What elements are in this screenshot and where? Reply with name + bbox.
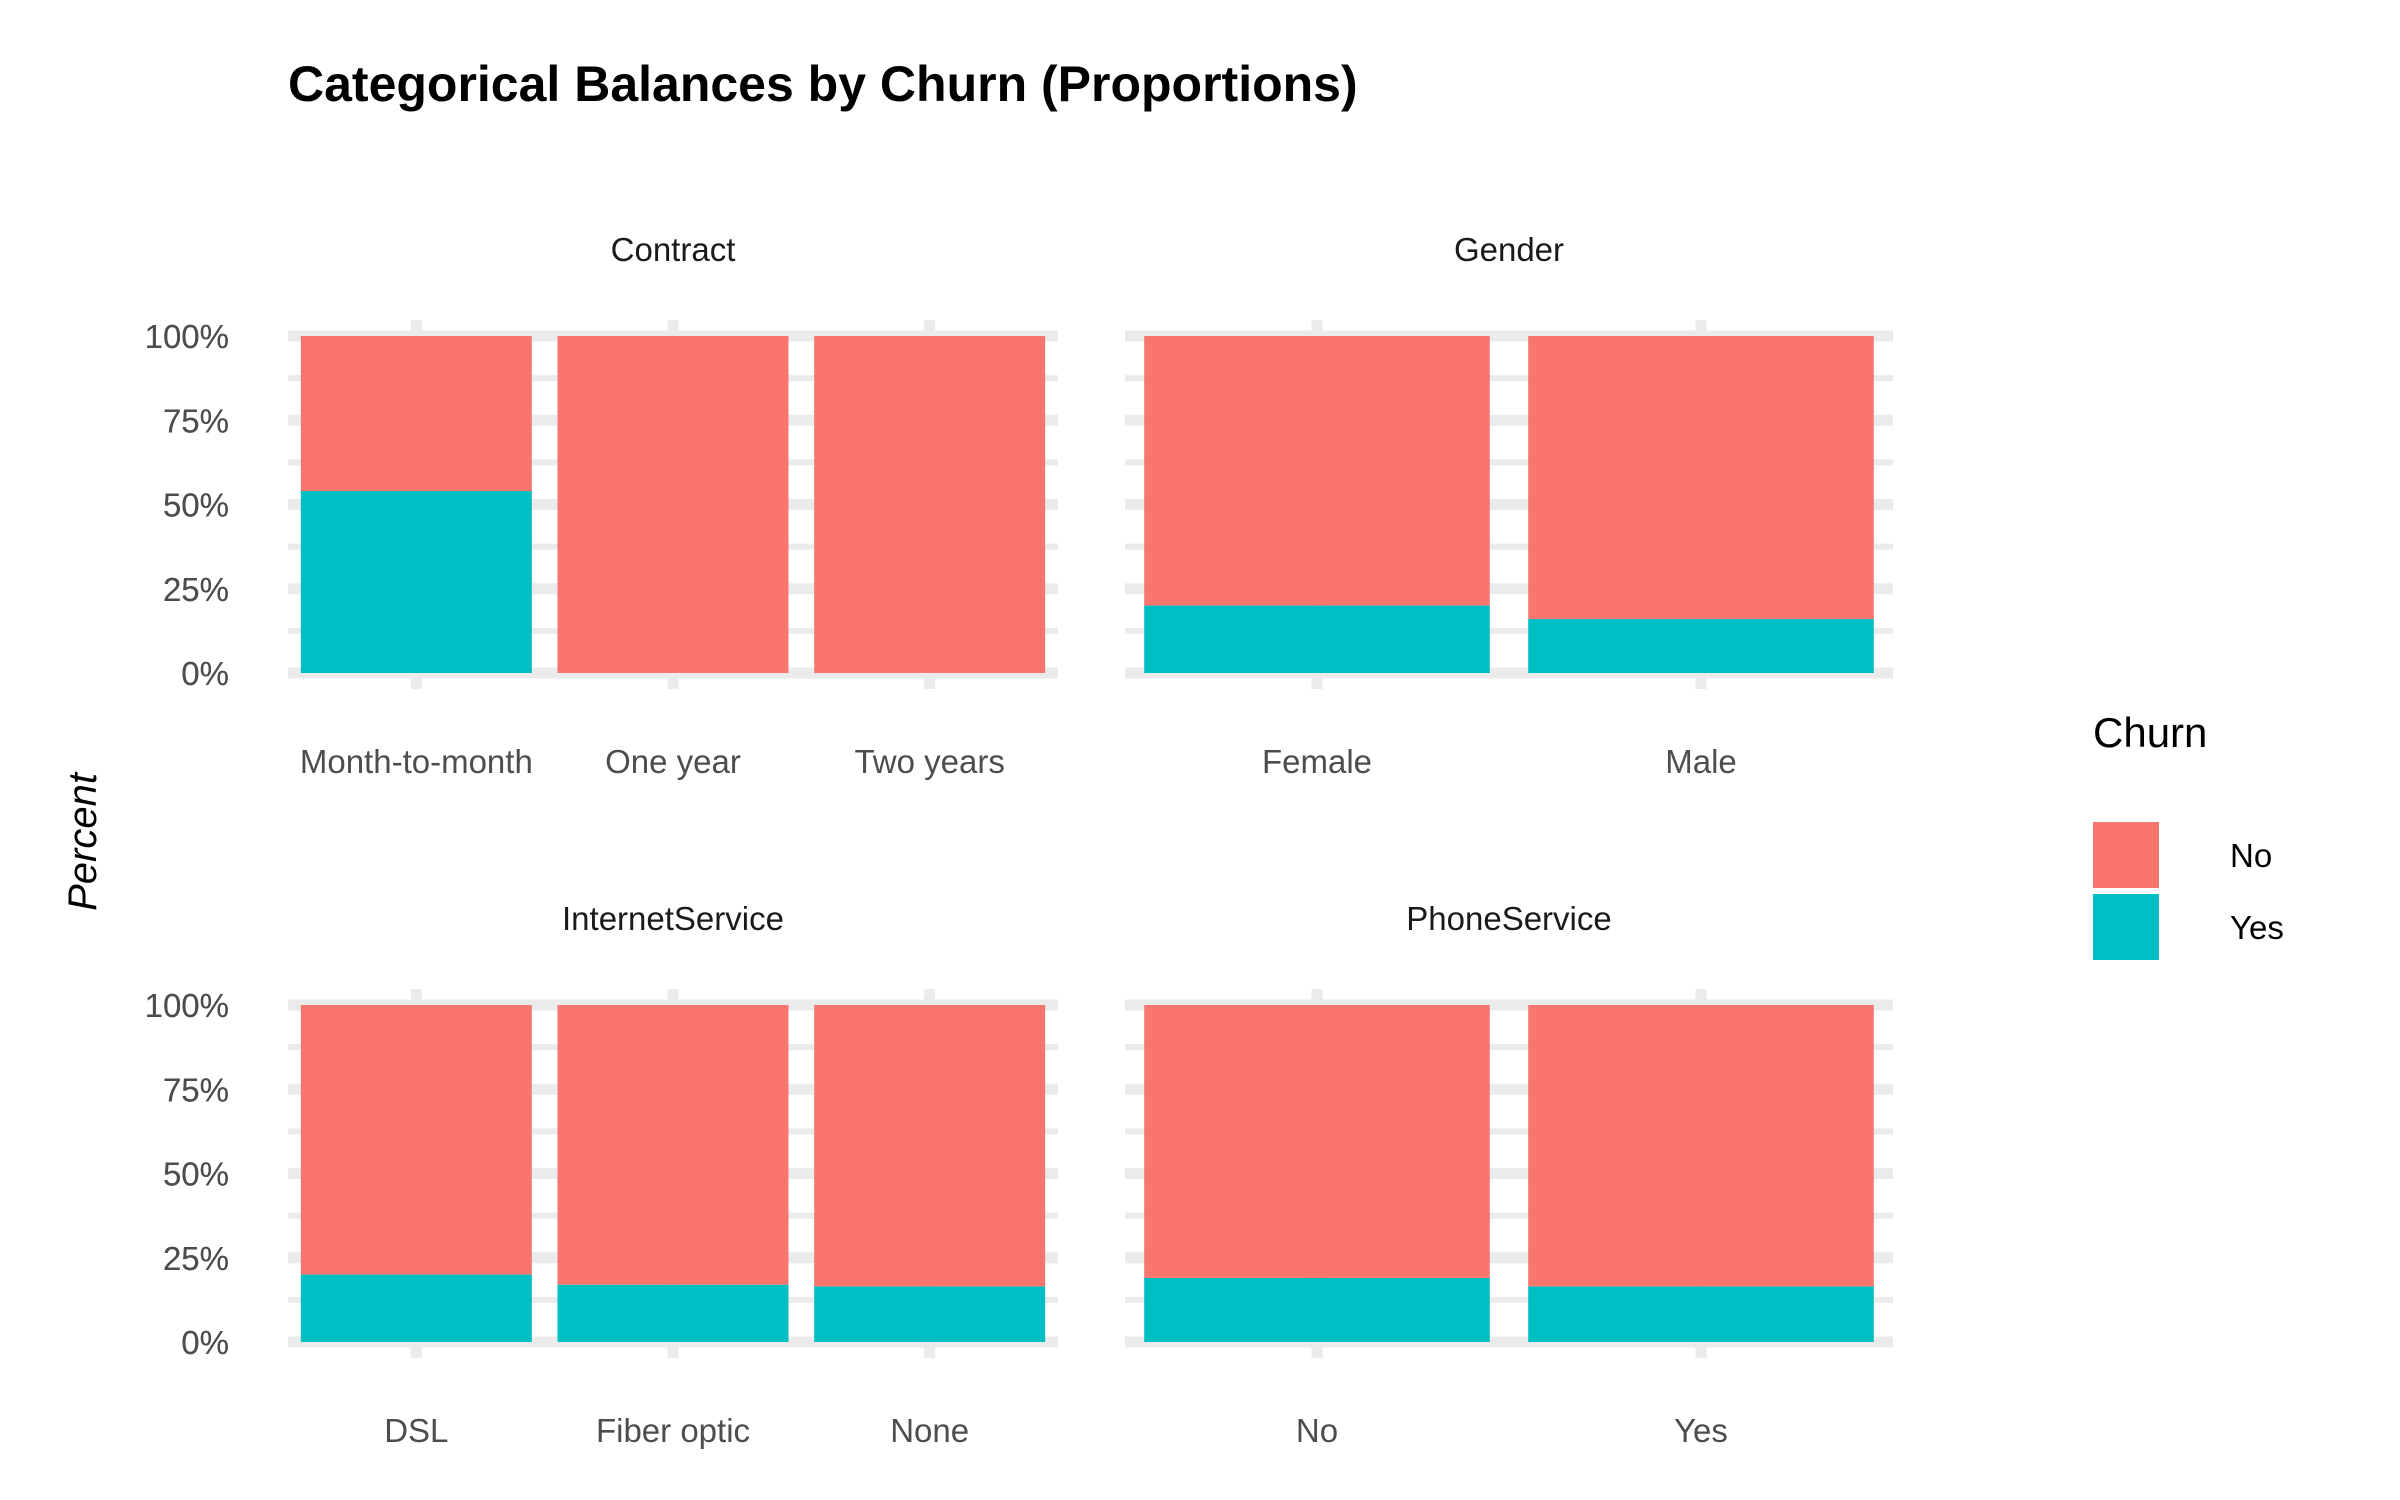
facet-strip-label: Contract (611, 231, 736, 268)
x-tick-label: Female (1262, 743, 1372, 780)
legend: Churn No Yes (2093, 709, 2284, 960)
bar-internetservice-none-no (814, 1005, 1046, 1287)
x-tick-label: DSL (384, 1412, 448, 1449)
bar-contract-two-years-no (814, 336, 1046, 673)
bar-phoneservice-yes-no (1528, 1005, 1874, 1287)
bar-gender-female-yes (1144, 605, 1490, 673)
legend-label-no: No (2230, 837, 2272, 874)
y-tick-label: 75% (163, 402, 229, 439)
x-tick-label: None (890, 1412, 969, 1449)
bar-internetservice-none-yes (814, 1286, 1046, 1342)
x-tick-label: Fiber optic (596, 1412, 750, 1449)
y-tick-label: 0% (181, 655, 229, 692)
bar-internetservice-fiber-optic-no (557, 1005, 789, 1285)
y-tick-label: 100% (145, 987, 229, 1024)
facet-panels: Month-to-month One year Two years 0% 25% 50% 7… (145, 231, 1893, 1449)
y-tick-label: 25% (163, 1240, 229, 1277)
chart-title: Categorical Balances by Churn (Proportio… (288, 56, 1358, 112)
y-tick-label: 75% (163, 1071, 229, 1108)
x-tick-label: Month-to-month (300, 743, 533, 780)
y-tick-label: 0% (181, 1324, 229, 1361)
y-tick-label: 75% (163, 402, 229, 439)
bar-contract-month-to-month-no (300, 336, 532, 492)
y-tick-label: 100% (145, 987, 229, 1024)
bar-phoneservice-no-no (1144, 1005, 1490, 1278)
bar-contract-month-to-month-yes (300, 491, 532, 673)
legend-title: Churn (2093, 709, 2207, 756)
y-tick-label: 25% (163, 1240, 229, 1277)
bar-gender-male-yes (1528, 619, 1874, 673)
y-tick-label: 100% (145, 318, 229, 355)
y-tick-label: 50% (163, 487, 229, 524)
facet-strip-label: PhoneService (1406, 900, 1611, 937)
y-tick-label: 50% (163, 487, 229, 524)
bar-internetservice-dsl-yes (300, 1274, 532, 1342)
y-tick-label: 50% (163, 1156, 229, 1193)
legend-label-yes: Yes (2230, 909, 2284, 946)
panel-phoneservice: No Yes 0% 25% 50% 75% 100% PhoneService (145, 900, 1893, 1449)
bar-internetservice-dsl-no (300, 1005, 532, 1275)
legend-swatch-no (2093, 822, 2159, 888)
y-tick-label: 25% (163, 571, 229, 608)
facet-strip-label: Gender (1454, 231, 1564, 268)
y-axis-label: Percent (61, 771, 105, 911)
x-tick-label: No (1296, 1412, 1338, 1449)
x-tick-label: Two years (854, 743, 1004, 780)
facet-strip-label: InternetService (562, 900, 784, 937)
y-tick-label: 100% (145, 318, 229, 355)
y-tick-label: 0% (181, 1324, 229, 1361)
panel-internetservice: DSL Fiber optic None 0% 25% 50% 75% 100% Interne… (145, 900, 1058, 1449)
panel-contract: Month-to-month One year Two years 0% 25% 50% 7… (145, 231, 1058, 780)
x-tick-label: Yes (1674, 1412, 1728, 1449)
bar-gender-male-no (1528, 336, 1874, 620)
legend-swatch-yes (2093, 894, 2159, 960)
y-tick-label: 0% (181, 655, 229, 692)
bar-contract-one-year-no (557, 336, 789, 673)
panel-gender: Female Male 0% 25% 50% 75% 100% Gender (145, 231, 1893, 780)
bar-phoneservice-yes-yes (1528, 1286, 1874, 1342)
bar-internetservice-fiber-optic-yes (557, 1284, 789, 1342)
y-tick-label: 25% (163, 571, 229, 608)
x-tick-label: One year (605, 743, 741, 780)
bar-phoneservice-no-yes (1144, 1277, 1490, 1342)
x-tick-label: Male (1665, 743, 1737, 780)
y-tick-label: 50% (163, 1156, 229, 1193)
y-tick-label: 75% (163, 1071, 229, 1108)
bar-gender-female-no (1144, 336, 1490, 606)
